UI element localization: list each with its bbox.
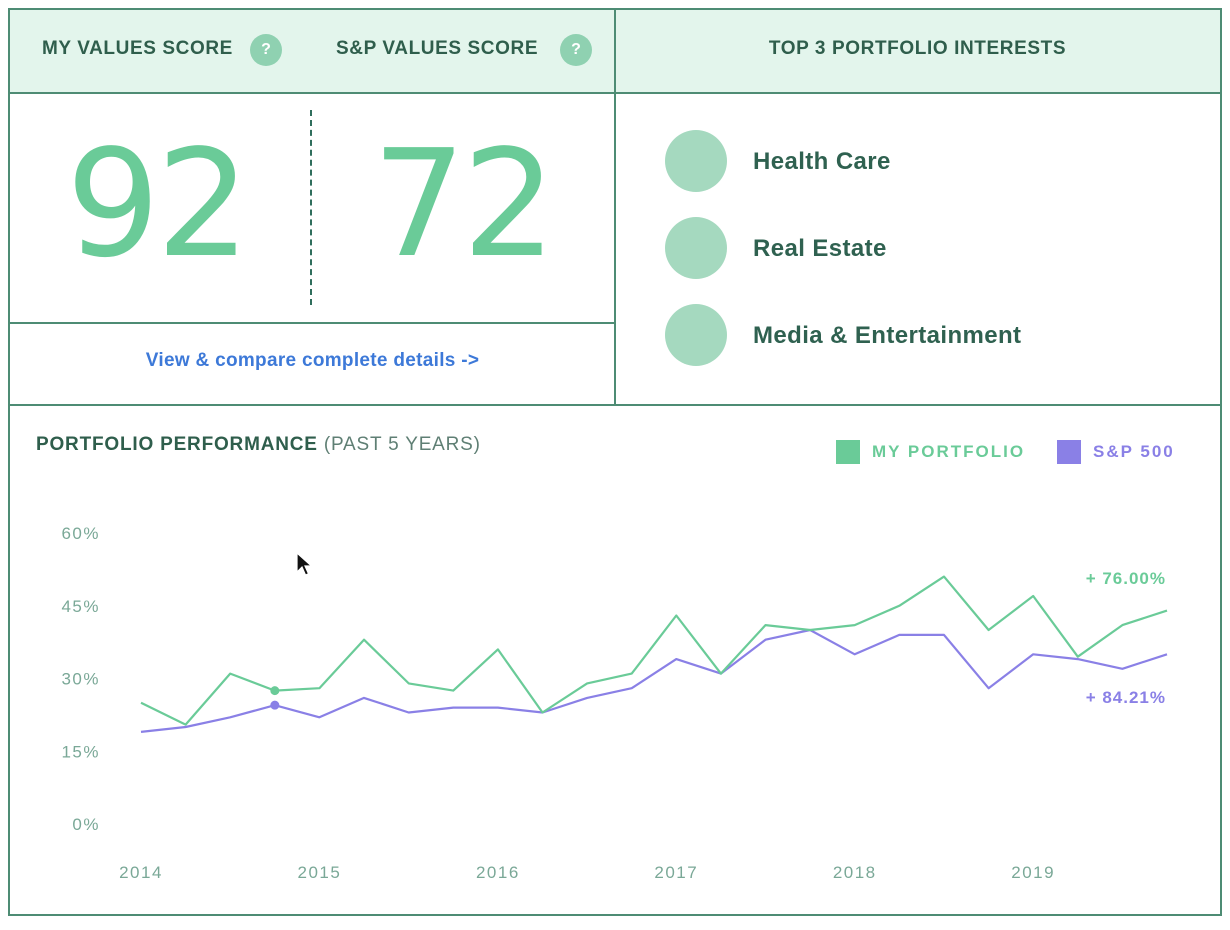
y-tick-label: 60% bbox=[61, 524, 100, 543]
series-marker-sp500 bbox=[270, 700, 280, 710]
interest-label: Health Care bbox=[753, 148, 891, 175]
help-icon[interactable]: ? bbox=[560, 34, 592, 66]
series-line-my-portfolio bbox=[140, 575, 1168, 726]
sp-values-score: 72 bbox=[372, 118, 556, 290]
interest-item[interactable]: Real Estate bbox=[665, 217, 1185, 281]
interest-icon bbox=[665, 217, 727, 279]
legend-swatch-green bbox=[836, 440, 860, 464]
legend-label: S&P 500 bbox=[1093, 442, 1175, 461]
cursor-icon bbox=[296, 552, 314, 576]
interest-icon bbox=[665, 304, 727, 366]
interest-item[interactable]: Media & Entertainment bbox=[665, 304, 1185, 368]
my-values-score: 92 bbox=[66, 118, 250, 290]
performance-chart: 60% 45% 30% 15% 0% 2014 2015 2016 2017 2018 2019 + … bbox=[61, 524, 1168, 882]
x-tick-label: 2017 bbox=[654, 863, 698, 882]
x-tick-label: 2015 bbox=[298, 863, 342, 882]
performance-title-sub: (PAST 5 YEARS) bbox=[323, 434, 481, 455]
end-label-my-portfolio: + 76.00% bbox=[1086, 569, 1166, 588]
scores-divider bbox=[10, 322, 615, 324]
column-divider bbox=[614, 10, 616, 406]
help-icon[interactable]: ? bbox=[250, 34, 282, 66]
y-tick-label: 0% bbox=[72, 815, 100, 834]
section-divider bbox=[10, 404, 1220, 406]
interest-item[interactable]: Health Care bbox=[665, 130, 1185, 194]
interest-label: Media & Entertainment bbox=[753, 322, 1022, 349]
series-marker-my-portfolio bbox=[270, 686, 280, 696]
performance-title: PORTFOLIO PERFORMANCE (PAST 5 YEARS) bbox=[36, 434, 481, 456]
legend-label: MY PORTFOLIO bbox=[872, 442, 1026, 461]
x-tick-label: 2016 bbox=[476, 863, 520, 882]
end-label-sp500: + 84.21% bbox=[1086, 688, 1166, 707]
view-compare-details-link[interactable]: View & compare complete details -> bbox=[145, 350, 480, 371]
score-separator bbox=[310, 110, 312, 305]
legend-my-portfolio[interactable]: MY PORTFOLIO bbox=[836, 440, 1025, 466]
sp-values-score-label: S&P VALUES SCORE bbox=[336, 38, 539, 59]
y-tick-label: 30% bbox=[61, 670, 100, 689]
dashboard-frame: MY VALUES SCORE ? S&P VALUES SCORE ? TOP… bbox=[8, 8, 1222, 916]
interest-icon bbox=[665, 130, 727, 192]
y-tick-label: 15% bbox=[61, 742, 100, 761]
my-values-score-label: MY VALUES SCORE bbox=[42, 38, 233, 59]
legend-sp500[interactable]: S&P 500 bbox=[1057, 440, 1175, 466]
series-line-sp500 bbox=[140, 628, 1168, 733]
interest-label: Real Estate bbox=[753, 235, 887, 262]
x-tick-label: 2018 bbox=[833, 863, 877, 882]
top-interests-title: TOP 3 PORTFOLIO INTERESTS bbox=[768, 38, 1067, 59]
x-tick-label: 2014 bbox=[119, 863, 163, 882]
y-tick-label: 45% bbox=[61, 597, 100, 616]
legend-swatch-purple bbox=[1057, 440, 1081, 464]
x-tick-label: 2019 bbox=[1011, 863, 1055, 882]
performance-title-main: PORTFOLIO PERFORMANCE bbox=[36, 434, 318, 455]
